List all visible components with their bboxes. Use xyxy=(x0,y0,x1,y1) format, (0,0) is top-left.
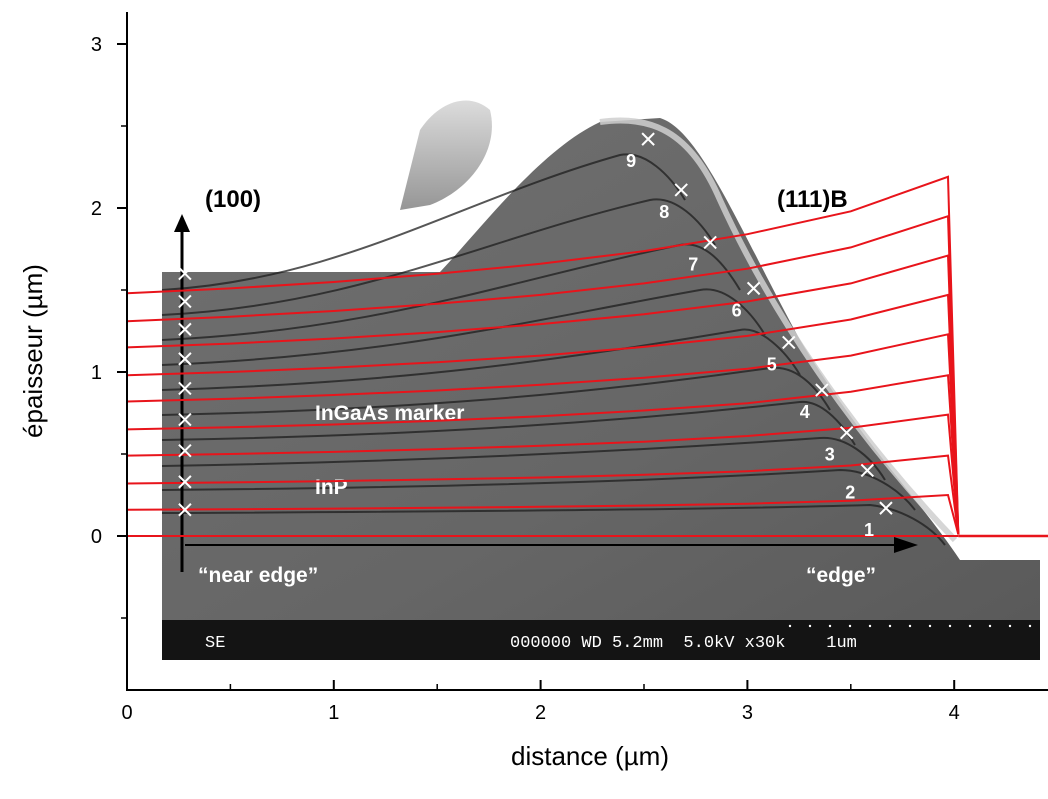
ingaas-marker-label: InGaAs marker xyxy=(315,402,464,425)
facet-100-label: (100) xyxy=(205,186,261,213)
x-tick-label: 0 xyxy=(121,702,132,724)
y-tick-label: 0 xyxy=(91,526,102,548)
x-tick-label: 4 xyxy=(949,702,960,724)
facet-marker-3 xyxy=(839,425,854,440)
edge-label: “edge” xyxy=(806,564,876,587)
facet-marker-5 xyxy=(782,335,796,350)
left-marker-8 xyxy=(178,294,192,309)
series-line-6 xyxy=(127,333,960,535)
facet-marker-label-3: 3 xyxy=(825,445,835,465)
scale-dots xyxy=(788,624,1032,628)
facet-marker-9 xyxy=(641,132,655,146)
series-line-9 xyxy=(127,214,960,535)
y-tick-label: 2 xyxy=(91,198,102,220)
series-line-2 xyxy=(127,493,960,535)
horizontal-arrow-head xyxy=(894,537,918,553)
y-axis-title: épaisseur (µm) xyxy=(18,264,48,438)
facet-marker-2 xyxy=(860,463,875,478)
facet-marker-label-9: 9 xyxy=(626,151,636,171)
x-tick-label: 3 xyxy=(742,702,753,724)
sem-image: SE 000000 WD 5.2mm 5.0kV x30k 1um xyxy=(161,100,1040,660)
facet-marker-label-1: 1 xyxy=(864,520,874,540)
sem-debris xyxy=(400,100,492,210)
facet-marker-6 xyxy=(746,281,761,296)
facet-marker-8 xyxy=(674,183,688,197)
sem-substrate xyxy=(162,118,1040,620)
sem-scale-bar xyxy=(162,620,1040,660)
scale-bar-left-text: SE xyxy=(205,634,225,653)
vertical-arrow-head xyxy=(174,214,190,232)
left-marker-5 xyxy=(178,381,192,396)
left-marker-9 xyxy=(178,266,192,281)
left-marker-4 xyxy=(178,412,192,427)
sem-layers xyxy=(161,153,946,546)
series-line-8 xyxy=(127,254,960,535)
sem-ridge-edge xyxy=(599,117,958,543)
facet-marker-7 xyxy=(703,235,717,250)
series-line-10 xyxy=(127,175,960,535)
left-marker-1 xyxy=(178,503,192,517)
facet-marker-label-8: 8 xyxy=(659,202,669,222)
left-marker-3 xyxy=(178,444,192,458)
near-edge-label: “near edge” xyxy=(198,564,318,587)
x-axis-title: distance (µm) xyxy=(511,741,669,771)
markers: 123 4 5 6 7 8 9 xyxy=(178,132,893,540)
facet-marker-1 xyxy=(879,501,893,515)
left-marker-2 xyxy=(178,475,192,489)
series-line-4 xyxy=(127,413,960,535)
left-marker-7 xyxy=(178,322,192,337)
x-tick-label: 1 xyxy=(328,702,339,724)
facet-marker-label-6: 6 xyxy=(732,300,742,320)
facet-marker-label-7: 7 xyxy=(688,254,698,274)
facet-marker-label-4: 4 xyxy=(800,402,810,422)
y-tick-label: 1 xyxy=(91,362,102,384)
facet-111-label: (111)B xyxy=(777,186,848,213)
series-lines xyxy=(127,175,1048,538)
x-tick-label: 2 xyxy=(535,702,546,724)
x-ticks: 0 1 2 3 4 xyxy=(121,680,960,724)
scale-bar-right-text: 000000 WD 5.2mm 5.0kV x30k 1um xyxy=(510,634,857,653)
series-line-3 xyxy=(127,454,960,535)
left-marker-6 xyxy=(178,352,192,366)
facet-marker-label-2: 2 xyxy=(845,482,855,502)
inp-label: InP xyxy=(315,476,348,499)
series-line-7 xyxy=(127,293,960,535)
series-line-5 xyxy=(127,374,960,535)
y-ticks: 0 1 2 3 xyxy=(91,34,127,619)
y-tick-label: 3 xyxy=(91,34,102,56)
facet-marker-4 xyxy=(815,383,829,397)
facet-marker-label-5: 5 xyxy=(767,355,777,375)
